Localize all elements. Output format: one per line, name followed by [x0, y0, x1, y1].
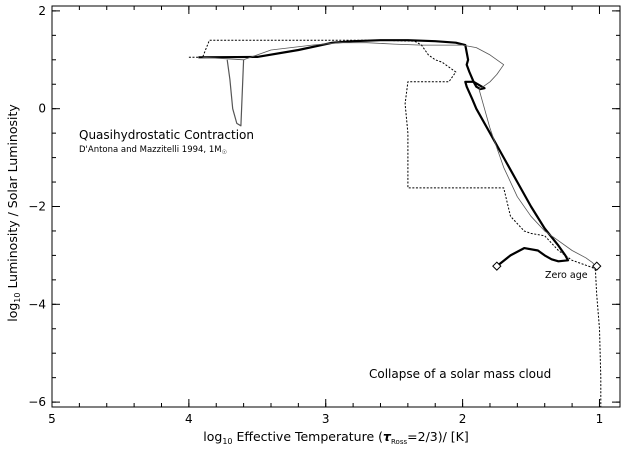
annotation-quasi-title: Quasihydrostatic Contraction	[79, 128, 254, 142]
x-axis-label-main: Effective Temperature (	[233, 429, 384, 444]
x-tick-label: 4	[185, 412, 193, 426]
y-tick-label: −4	[28, 297, 46, 311]
x-axis-label: log10 Effective Temperature (τRoss=2/3)/…	[203, 429, 469, 446]
marker-layer	[492, 261, 602, 271]
x-axis-label-prefix: log	[203, 429, 222, 444]
series-layer	[188, 39, 602, 407]
series-line-thick-solid	[198, 39, 570, 268]
annotation-collapse: Collapse of a solar mass cloud	[369, 367, 551, 381]
x-axis-label-suffix: =2/3)/ [K]	[407, 429, 469, 444]
x-tick-label: 1	[596, 412, 604, 426]
annotation-quasi-ref-main: D'Antona and Mazzitelli 1994, 1M	[79, 145, 222, 155]
x-axis-label-tau-sub: Ross	[391, 438, 407, 446]
x-tick-label: 2	[459, 412, 467, 426]
y-tick-label: 0	[38, 102, 46, 116]
series-line-thin-solid	[202, 42, 596, 267]
y-axis-label-prefix: log	[5, 303, 20, 322]
y-axis-label-main: Luminosity / Solar Luminosity	[5, 104, 20, 293]
annotation-quasi-ref-sun: ☉	[222, 149, 227, 156]
plot-frame	[51, 5, 621, 408]
y-tick-label: −6	[28, 395, 46, 409]
x-axis-label-tau: τ	[383, 429, 392, 444]
y-tick-label: −2	[28, 200, 46, 214]
diamond-marker	[592, 261, 602, 271]
axis-ticks: 5 4 3 2 1 2 0 −2 −4 −6	[28, 4, 620, 426]
x-tick-label: 3	[322, 412, 330, 426]
diamond-marker	[492, 261, 502, 271]
x-axis-label-sub: 10	[222, 437, 232, 446]
y-axis-label: log10 Luminosity / Solar Luminosity	[5, 104, 22, 322]
annotation-zero-age: Zero age	[545, 270, 588, 281]
y-tick-label: 2	[38, 4, 46, 18]
annotation-quasi-ref: D'Antona and Mazzitelli 1994, 1M☉	[79, 145, 227, 156]
y-axis-label-sub: 10	[13, 293, 22, 303]
x-tick-label: 5	[48, 412, 56, 426]
series-line-dotted	[188, 39, 602, 407]
series-branch-thick-solid	[226, 59, 245, 127]
